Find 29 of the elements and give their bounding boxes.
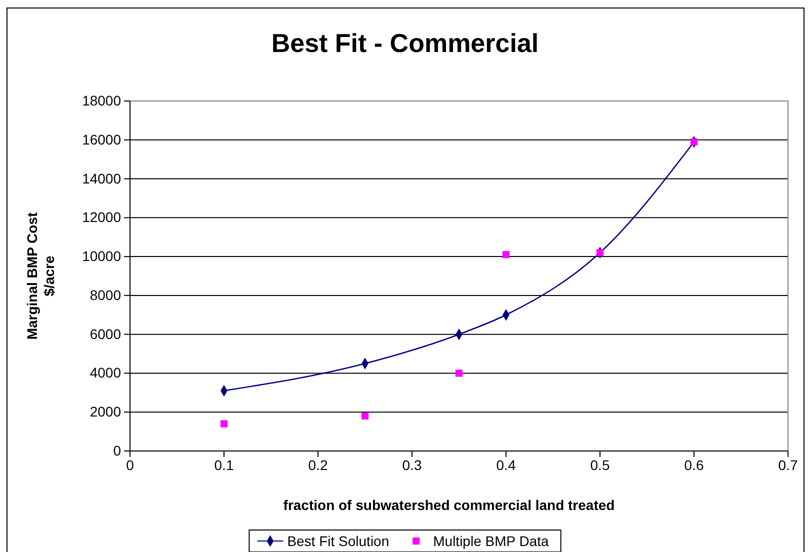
y-axis-title: Marginal BMP Cost $/acre xyxy=(24,212,57,340)
y-tick-label: 0 xyxy=(113,442,122,458)
x-tick-label: 0.1 xyxy=(214,456,234,473)
y-tick-label: 2000 xyxy=(90,404,122,420)
point xyxy=(502,251,510,258)
y-tick-label: 8000 xyxy=(90,286,122,303)
point xyxy=(690,138,698,146)
y-tick-label: 6000 xyxy=(90,326,122,342)
y-tick-label: 4000 xyxy=(90,364,122,381)
x-tick-label: 0 xyxy=(126,456,134,473)
point xyxy=(220,420,228,428)
x-tick-label: 0.3 xyxy=(402,456,422,473)
point xyxy=(596,249,604,256)
x-tick-label: 0.7 xyxy=(778,456,798,473)
x-axis-title: fraction of subwatershed commercial land treated xyxy=(283,497,615,513)
point xyxy=(455,370,463,377)
point xyxy=(361,412,369,420)
y-tick-label: 18000 xyxy=(82,92,122,108)
legend-label: Multiple BMP Data xyxy=(433,533,550,549)
y-tick-label: 10000 xyxy=(82,248,122,264)
y-tick-label: 14000 xyxy=(82,170,122,186)
y-tick-label: 12000 xyxy=(82,209,122,226)
x-tick-label: 0.2 xyxy=(308,456,328,473)
x-tick-label: 0.5 xyxy=(590,456,610,473)
chart-title: Best Fit - Commercial xyxy=(271,28,539,58)
x-tick-label: 0.4 xyxy=(496,456,516,473)
x-tick-label: 0.6 xyxy=(684,456,704,473)
legend-label: Best Fit Solution xyxy=(287,533,390,549)
y-tick-label: 16000 xyxy=(82,131,122,148)
